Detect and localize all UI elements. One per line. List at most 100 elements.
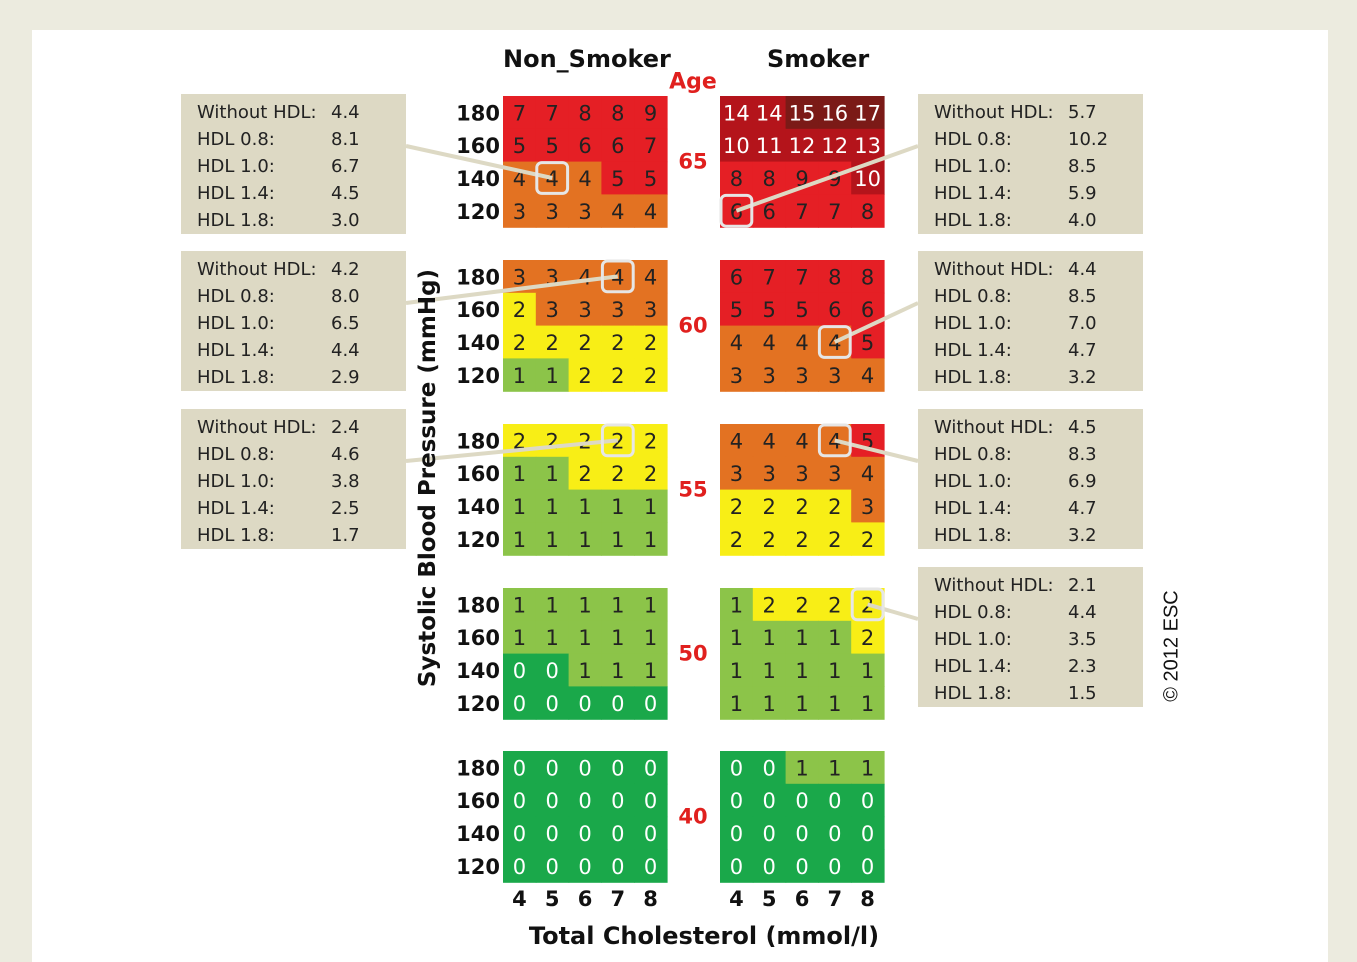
callout-row-value: 5.7 xyxy=(1068,102,1097,123)
callout-row-label: HDL 1.0: xyxy=(934,629,1012,650)
risk-cell-value: 2 xyxy=(513,429,526,453)
risk-cell-value: 2 xyxy=(763,528,776,552)
callout-row-label: HDL 0.8: xyxy=(934,602,1012,623)
callout-box xyxy=(918,251,1143,391)
risk-cell-value: 0 xyxy=(546,822,559,846)
risk-cell xyxy=(535,194,570,228)
risk-cell-value: 5 xyxy=(611,167,624,191)
risk-cell xyxy=(785,816,819,850)
risk-cell xyxy=(503,620,537,655)
callout-row-label: Without HDL: xyxy=(934,102,1054,123)
risk-cell xyxy=(634,194,668,228)
risk-cell xyxy=(535,489,570,523)
risk-cell-value: 0 xyxy=(578,692,591,716)
risk-cell-value: 1 xyxy=(513,495,526,519)
risk-cell-value: 3 xyxy=(546,298,559,322)
risk-cell-value: 2 xyxy=(828,593,841,617)
risk-cell-value: 6 xyxy=(861,298,874,322)
risk-cell-value: 6 xyxy=(828,298,841,322)
callout-row-label: HDL 0.8: xyxy=(197,444,275,465)
sbp-tick-label: 160 xyxy=(456,134,500,158)
risk-cell-value: 1 xyxy=(828,626,841,650)
risk-cell xyxy=(752,849,787,883)
risk-cell xyxy=(568,260,602,294)
callout-row-label: HDL 1.4: xyxy=(197,183,275,204)
risk-cell xyxy=(634,522,668,556)
risk-cell-value: 4 xyxy=(795,429,808,453)
callout-row-value: 2.9 xyxy=(331,367,360,388)
callout-row-label: HDL 1.8: xyxy=(934,367,1012,388)
risk-cell-value: 0 xyxy=(546,789,559,813)
sbp-tick-label: 120 xyxy=(456,200,500,224)
risk-cell-value: 0 xyxy=(861,789,874,813)
risk-cell-value: 4 xyxy=(861,462,874,486)
risk-cell xyxy=(634,686,668,720)
risk-cell xyxy=(535,96,570,130)
risk-cell xyxy=(634,653,668,687)
callout-row-value: 8.3 xyxy=(1068,444,1097,465)
risk-cell-value: 1 xyxy=(513,626,526,650)
risk-cell xyxy=(503,325,537,359)
risk-cell xyxy=(568,783,602,818)
risk-cell xyxy=(601,686,635,720)
risk-cell xyxy=(851,620,885,655)
risk-cell-value: 2 xyxy=(828,495,841,519)
risk-cell-value: 2 xyxy=(644,462,657,486)
sbp-tick-label: 180 xyxy=(456,429,500,453)
risk-cell-value: 1 xyxy=(828,756,841,780)
risk-cell xyxy=(568,522,602,556)
risk-cell xyxy=(535,424,570,458)
risk-cell xyxy=(568,620,602,655)
risk-cell xyxy=(720,522,754,556)
risk-cell xyxy=(503,816,537,850)
callout-row-label: HDL 1.8: xyxy=(934,683,1012,704)
risk-cell-value: 2 xyxy=(644,429,657,453)
risk-cell-value: 0 xyxy=(763,822,776,846)
cholesterol-tick-label: 8 xyxy=(860,887,875,911)
sbp-tick-label: 140 xyxy=(456,495,500,519)
callout-connector xyxy=(867,602,919,621)
risk-cell-value: 1 xyxy=(828,659,841,683)
risk-cell xyxy=(568,588,602,622)
risk-cell-value: 1 xyxy=(611,626,624,650)
risk-cell xyxy=(752,653,787,687)
callout-connector xyxy=(405,438,618,463)
risk-cell xyxy=(785,128,819,163)
risk-cell xyxy=(720,128,754,163)
risk-cell-value: 2 xyxy=(861,528,874,552)
risk-cell xyxy=(785,358,819,392)
sbp-tick-label: 180 xyxy=(456,265,500,289)
risk-cell-value: 5 xyxy=(513,134,526,158)
risk-cell xyxy=(818,620,852,655)
risk-cell xyxy=(601,849,635,883)
highlight-box xyxy=(535,161,570,195)
risk-cell-value: 0 xyxy=(546,756,559,780)
risk-cell-value: 4 xyxy=(611,200,624,224)
risk-cell xyxy=(785,653,819,687)
age-tick-label: 55 xyxy=(678,478,707,502)
risk-cell-value: 5 xyxy=(763,298,776,322)
risk-cell-value: 1 xyxy=(546,364,559,388)
callout-row-value: 4.4 xyxy=(331,340,360,361)
risk-cell xyxy=(851,194,885,228)
callout-row-value: 2.1 xyxy=(1068,575,1097,596)
sbp-tick-label: 160 xyxy=(456,626,500,650)
risk-cell-value: 2 xyxy=(611,331,624,355)
age-label: Age xyxy=(669,69,717,95)
risk-cell xyxy=(568,456,602,491)
risk-cell-value: 1 xyxy=(644,528,657,552)
risk-cell-value: 1 xyxy=(578,593,591,617)
risk-cell-value: 1 xyxy=(546,528,559,552)
risk-cell xyxy=(568,325,602,359)
risk-cell-value: 8 xyxy=(828,265,841,289)
risk-cell xyxy=(851,783,885,818)
risk-cell xyxy=(752,292,787,327)
cholesterol-tick-label: 7 xyxy=(827,887,842,911)
risk-cell-value: 0 xyxy=(861,822,874,846)
risk-cell-value: 2 xyxy=(828,528,841,552)
risk-cell-value: 1 xyxy=(644,593,657,617)
risk-cell xyxy=(535,816,570,850)
risk-cell-value: 0 xyxy=(730,789,743,813)
risk-cell-value: 0 xyxy=(578,756,591,780)
risk-cell-value: 5 xyxy=(730,298,743,322)
